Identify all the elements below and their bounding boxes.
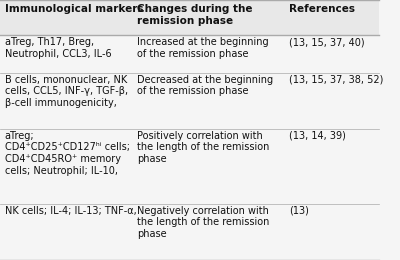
Text: Immunological markers: Immunological markers (4, 4, 143, 14)
Text: aTreg;
CD4⁺CD25⁺CD127ʰⁱ cells;
CD4⁺CD45RO⁺ memory
cells; Neutrophil; IL-10,: aTreg; CD4⁺CD25⁺CD127ʰⁱ cells; CD4⁺CD45R… (4, 131, 130, 176)
Text: Positively correlation with
the length of the remission
phase: Positively correlation with the length o… (137, 131, 270, 164)
Text: Increased at the beginning
of the remission phase: Increased at the beginning of the remiss… (137, 37, 269, 59)
Bar (0, 0, 380, 35)
Text: B cells, mononuclear, NK
cells, CCL5, INF-γ, TGF-β,
β-cell immunogenicity,: B cells, mononuclear, NK cells, CCL5, IN… (4, 75, 128, 108)
Text: References: References (289, 4, 355, 14)
Text: (13, 14, 39): (13, 14, 39) (289, 131, 346, 141)
Text: NK cells; IL-4; IL-13; TNF-α,: NK cells; IL-4; IL-13; TNF-α, (4, 206, 136, 216)
Text: (13): (13) (289, 206, 309, 216)
Text: (13, 15, 37, 40): (13, 15, 37, 40) (289, 37, 365, 47)
Text: Decreased at the beginning
of the remission phase: Decreased at the beginning of the remiss… (137, 75, 274, 96)
Text: (13, 15, 37, 38, 52): (13, 15, 37, 38, 52) (289, 75, 384, 85)
Text: Changes during the
remission phase: Changes during the remission phase (137, 4, 253, 25)
Text: Negatively correlation with
the length of the remission
phase: Negatively correlation with the length o… (137, 206, 270, 239)
Text: aTreg, Th17, Breg,
Neutrophil, CCL3, IL-6: aTreg, Th17, Breg, Neutrophil, CCL3, IL-… (4, 37, 111, 59)
